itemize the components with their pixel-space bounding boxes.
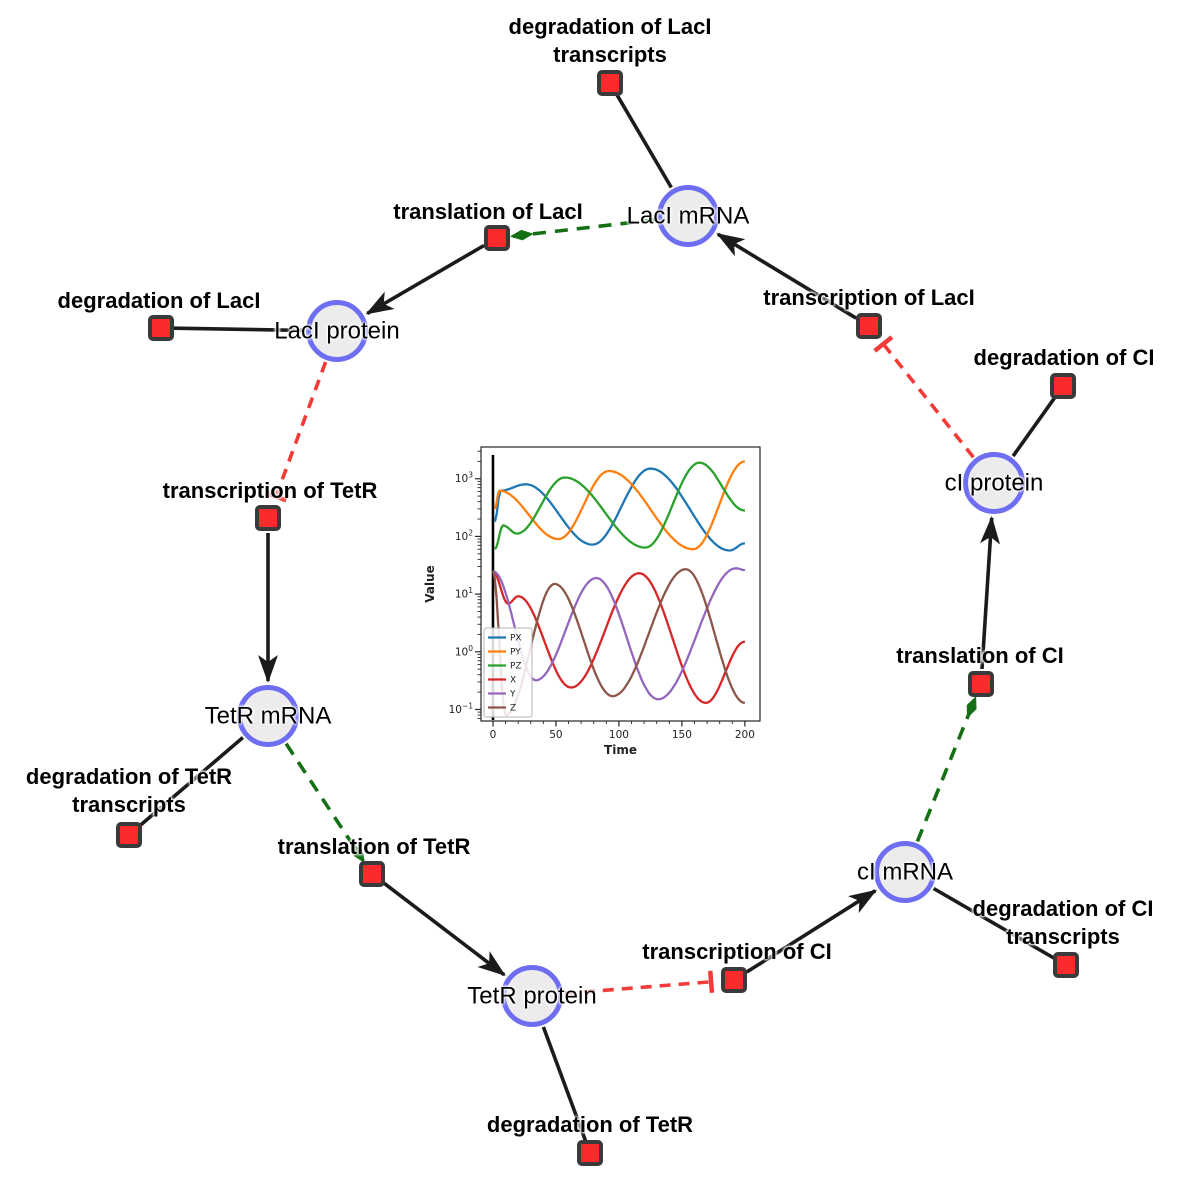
reaction-node-deg_ci_tr bbox=[1053, 952, 1079, 978]
chart-y-tick-label: 101 bbox=[455, 586, 473, 601]
chart-series-X bbox=[492, 570, 746, 705]
reaction-node-deg_ci bbox=[1050, 373, 1076, 399]
species-node-ci_protein bbox=[963, 452, 1025, 514]
reaction-label-deg_laci: degradation of LacI bbox=[57, 288, 261, 313]
species-node-tetr_protein bbox=[501, 965, 563, 1027]
legend-label-PX: PX bbox=[510, 634, 522, 644]
edge-production-transl_tetr-tetr_protein bbox=[382, 881, 506, 977]
chart-x-tick-label: 200 bbox=[735, 729, 755, 741]
chart-x-tick-label: 50 bbox=[549, 729, 562, 741]
reaction-label-deg_ci_tr: degradation of CI transcripts bbox=[972, 896, 1154, 949]
chart-series-Y bbox=[492, 567, 746, 701]
legend-label-Z: Z bbox=[510, 704, 516, 714]
species-label-tetr_mrna: TetR mRNA bbox=[204, 702, 332, 730]
edge-consumption-tetr_mrna-deg_tetr_tr bbox=[137, 736, 245, 828]
legend-label-X: X bbox=[510, 676, 516, 686]
legend-label-PZ: PZ bbox=[510, 662, 522, 672]
chart-y-tick-label: 103 bbox=[455, 471, 473, 486]
chart-x-tick-label: 100 bbox=[609, 729, 629, 741]
edge-modifier-laci_mrna-transl_laci bbox=[509, 218, 656, 241]
reaction-label-transc_ci: transcription of CI bbox=[642, 939, 832, 964]
edge-consumption-ci_protein-deg_ci bbox=[1011, 395, 1057, 458]
reaction-node-deg_tetr bbox=[577, 1140, 603, 1166]
edge-production-transl_ci-ci_protein bbox=[980, 515, 1001, 670]
species-node-laci_protein bbox=[306, 300, 368, 362]
legend-label-Y: Y bbox=[509, 690, 516, 700]
chart-series-Z bbox=[491, 568, 746, 717]
edge-consumption-tetr_protein-deg_tetr bbox=[541, 1026, 588, 1142]
reaction-label-deg_laci_tr: degradation of LacI transcripts bbox=[508, 14, 712, 67]
edge-consumption-laci_protein-deg_laci bbox=[173, 326, 305, 333]
reaction-node-transl_tetr bbox=[359, 861, 385, 887]
reaction-node-deg_laci_tr bbox=[597, 70, 623, 96]
chart-x-tick-label: 150 bbox=[672, 729, 692, 741]
inset-chart-svg: 0 50 100 150 20010−1100101102103TimeValuePXP… bbox=[423, 446, 761, 757]
reaction-label-deg_tetr_tr: degradation of TetR transcripts bbox=[25, 764, 233, 817]
edge-consumption-ci_mrna-deg_ci_tr bbox=[932, 886, 1056, 961]
legend-label-PY: PY bbox=[510, 648, 521, 658]
chart-series-group bbox=[491, 460, 746, 717]
edge-inhibition-ci_protein-transc_laci bbox=[873, 335, 975, 459]
reaction-label-transl_tetr: translation of TetR bbox=[277, 834, 471, 859]
edge-modifier-ci_mrna-transl_ci bbox=[915, 696, 977, 843]
inset-chart: 0 50 100 150 200 10−1 100 101 102 103 Time Value PX P… bbox=[420, 428, 810, 768]
chart-y-tick-label: 10−1 bbox=[449, 701, 474, 716]
chart-series-PY bbox=[493, 460, 746, 551]
chart-y-axis-label: Value bbox=[423, 565, 437, 603]
chart-x-tick-label: 0 bbox=[490, 729, 497, 741]
reaction-label-deg_tetr: degradation of TetR bbox=[486, 1112, 694, 1137]
reaction-label-transl_ci: translation of CI bbox=[896, 643, 1064, 668]
reaction-label-transl_laci: translation of LacI bbox=[393, 199, 583, 224]
chart-legend: PX PY PZ XYZ bbox=[483, 627, 533, 718]
edge-production-transc_ci-ci_mrna bbox=[745, 889, 878, 974]
chart-y-tick-label: 100 bbox=[455, 644, 473, 659]
edge-production-transl_laci-laci_protein bbox=[365, 243, 485, 315]
reaction-node-transc_laci bbox=[856, 313, 882, 339]
species-label-ci_mrna: cI mRNA bbox=[857, 858, 953, 886]
reaction-node-transl_ci bbox=[968, 671, 994, 697]
reaction-label-transc_tetr: transcription of TetR bbox=[162, 478, 378, 503]
chart-series-PX bbox=[493, 467, 746, 552]
chart-y-tick-label: 102 bbox=[455, 528, 473, 543]
species-label-tetr_protein: TetR protein bbox=[467, 982, 597, 1010]
species-label-laci_protein: LacI protein bbox=[274, 317, 400, 345]
reaction-node-transl_laci bbox=[484, 225, 510, 251]
reaction-node-transc_ci bbox=[721, 967, 747, 993]
reaction-node-deg_laci bbox=[148, 315, 174, 341]
reaction-label-transc_laci: transcription of LacI bbox=[763, 285, 975, 310]
reaction-label-deg_ci: degradation of CI bbox=[973, 345, 1155, 370]
edge-inhibition-tetr_protein-transc_ci bbox=[564, 970, 715, 996]
reaction-node-transc_tetr bbox=[255, 505, 281, 531]
species-node-tetr_mrna bbox=[237, 685, 299, 747]
chart-x-axis-label: Time bbox=[604, 743, 637, 757]
reaction-node-deg_tetr_tr bbox=[116, 822, 142, 848]
edge-production-transc_laci-laci_mrna bbox=[716, 232, 858, 320]
edge-inhibition-laci_protein-transc_tetr bbox=[264, 361, 328, 503]
edge-modifier-tetr_mrna-transl_tetr bbox=[284, 742, 365, 864]
species-label-laci_mrna: LacI mRNA bbox=[626, 202, 750, 230]
chart-plot-frame bbox=[480, 446, 761, 722]
species-node-laci_mrna bbox=[657, 185, 719, 247]
chart-legend-box bbox=[483, 627, 533, 718]
species-node-ci_mrna bbox=[874, 841, 936, 903]
species-label-ci_protein: cI protein bbox=[944, 469, 1044, 497]
edge-consumption-laci_mrna-deg_laci_tr bbox=[615, 93, 673, 189]
chart-series-PZ bbox=[493, 461, 746, 550]
